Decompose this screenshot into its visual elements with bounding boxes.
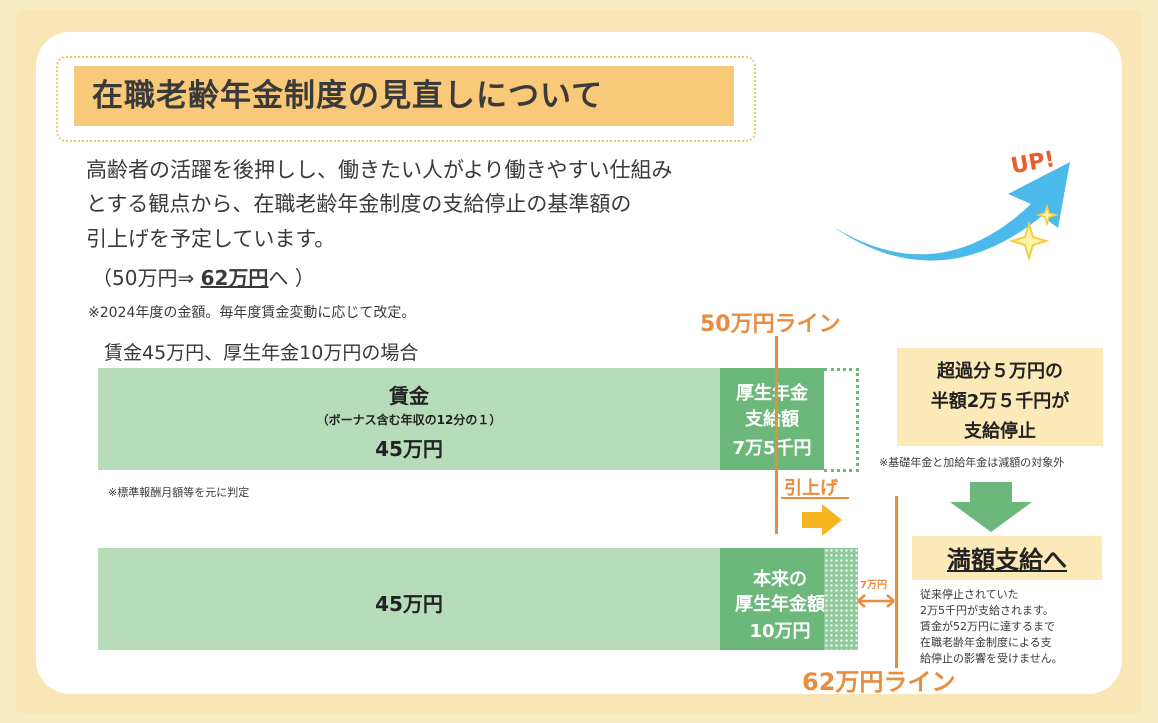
raise-label: 引上げ	[784, 478, 838, 499]
excess-line1: 超過分５万円の	[937, 361, 1063, 382]
full-pay-label: 満額支給へ	[947, 546, 1067, 574]
lower-pension-line2: 厚生年金額	[735, 594, 825, 615]
amount-suffix: へ ）	[268, 266, 315, 290]
lower-extra-dotted	[824, 548, 858, 650]
upper-pension-line2: 支給額	[745, 409, 799, 430]
note-2024: ※2024年度の金額。毎年度賃金変動に応じて改定。	[88, 305, 416, 321]
lower-pension-amount: 10万円	[749, 621, 811, 642]
intro-line-1: 高齢者の活躍を後押しし、働きたい人がより働きやすい仕組み	[86, 158, 673, 182]
title-background	[74, 66, 734, 126]
upper-pension-line1: 厚生年金	[736, 383, 808, 404]
full-pay-desc-4: 在職老齢年金制度による支	[920, 636, 1052, 649]
down-arrow-icon	[950, 482, 1032, 532]
excess-line3: 支給停止	[964, 421, 1036, 442]
stopped-portion-dotted	[824, 368, 859, 472]
full-pay-desc-2: 2万5千円が支給されます。	[920, 604, 1054, 617]
basic-pension-note: ※基礎年金と加給年金は減額の対象外	[879, 456, 1065, 469]
lower-pension-bar	[720, 548, 824, 650]
sparkle-small-icon	[1035, 203, 1059, 227]
upper-pension-bar	[720, 368, 824, 470]
upper-wage-label: 賃金	[389, 384, 429, 408]
standard-note: ※標準報酬月額等を元に判定	[108, 486, 250, 499]
amount-prefix: （50万円⇒	[92, 266, 201, 290]
gap-arrow-icon	[857, 594, 895, 608]
amount-highlight: 62万円	[200, 266, 269, 290]
gap-label: 7万円	[860, 580, 887, 591]
full-pay-desc-3: 賃金が52万円に達するまで	[920, 620, 1055, 633]
upper-wage-amount: 45万円	[375, 437, 443, 461]
title-dotted-border	[56, 56, 756, 142]
line-50-label: 50万円ライン	[700, 312, 841, 337]
intro-line-3: 引上げを予定しています。	[86, 227, 336, 251]
line-62-label: 62万円ライン	[802, 668, 956, 696]
excess-line2: 半額2万５千円が	[930, 391, 1070, 412]
intro-line-2: とする観点から、在職老齢年金制度の支給停止の基準額の	[86, 192, 632, 216]
full-pay-desc-5: 給停止の影響を受けません。	[920, 652, 1063, 665]
sparkle-large-icon	[1008, 220, 1050, 262]
raise-arrow-icon	[802, 504, 842, 536]
upper-pension-amount: 7万5千円	[732, 438, 812, 459]
up-arrow-icon: UP!	[832, 147, 1070, 262]
upper-wage-sub: （ボーナス含む年収の12分の１）	[316, 413, 502, 427]
lower-wage-bar	[98, 548, 720, 650]
lower-pension-line1: 本来の	[753, 569, 807, 590]
line-50	[775, 336, 778, 534]
full-pay-desc-1: 従来停止されていた	[920, 588, 1019, 601]
excess-box	[897, 348, 1103, 446]
page-title: 在職老齢年金制度の見直しについて	[92, 78, 604, 114]
amount-change: （50万円⇒ 62万円へ ）	[92, 262, 315, 291]
case-label: 賃金45万円、厚生年金10万円の場合	[104, 342, 419, 364]
full-pay-box	[912, 536, 1102, 580]
upper-wage-bar	[98, 368, 720, 470]
line-62	[895, 496, 898, 668]
lower-wage-amount: 45万円	[375, 592, 443, 616]
raise-underline	[781, 497, 849, 499]
